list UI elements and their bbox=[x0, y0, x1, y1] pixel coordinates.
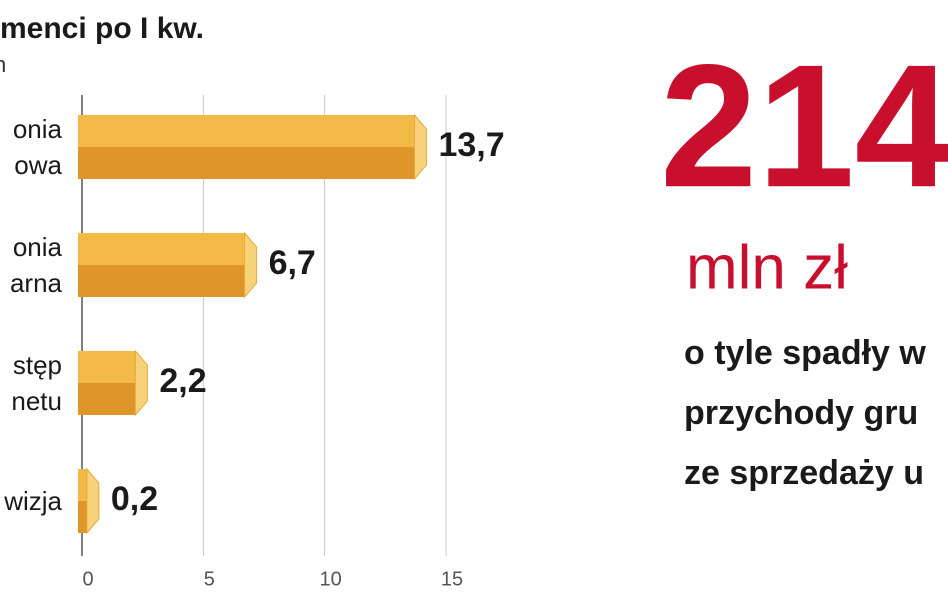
bar-cap bbox=[86, 467, 100, 535]
bar bbox=[78, 113, 427, 181]
bar-top bbox=[78, 115, 415, 147]
category-label: wizja bbox=[4, 486, 62, 516]
callout-unit: mln zł bbox=[686, 233, 848, 302]
bar-bottom bbox=[78, 383, 136, 415]
callout-number: 214 bbox=[660, 29, 948, 224]
bar-cap bbox=[413, 113, 427, 181]
callout-line: przychody gru bbox=[684, 394, 918, 432]
chart-subtitle: n bbox=[0, 52, 6, 77]
x-tick-label: 0 bbox=[82, 568, 93, 590]
x-tick-label: 5 bbox=[204, 568, 215, 590]
category-label: onia arna bbox=[9, 232, 62, 298]
chart-title: menci po I kw. bbox=[0, 12, 204, 45]
value-label: 2,2 bbox=[159, 362, 206, 400]
bar-bottom bbox=[78, 147, 415, 179]
bar-cap bbox=[134, 349, 148, 417]
bar-top bbox=[78, 233, 245, 265]
value-label: 13,7 bbox=[438, 126, 504, 164]
callout-line: ze sprzedaży u bbox=[684, 454, 924, 492]
bar-cap bbox=[244, 231, 258, 299]
x-tick-label: 10 bbox=[320, 568, 342, 590]
category-label: onia owa bbox=[12, 114, 62, 180]
category-label: stęp netu bbox=[11, 350, 62, 416]
bar-bottom bbox=[78, 501, 87, 533]
value-label: 0,2 bbox=[111, 480, 158, 518]
callout-line: o tyle spadły w bbox=[684, 334, 926, 372]
value-label: 6,7 bbox=[269, 244, 316, 282]
bar-top bbox=[78, 469, 87, 501]
x-tick-label: 15 bbox=[441, 568, 463, 590]
bar bbox=[78, 231, 258, 299]
bar-top bbox=[78, 351, 136, 383]
bar bbox=[78, 349, 148, 417]
bar bbox=[78, 467, 100, 535]
bar-bottom bbox=[78, 265, 245, 297]
